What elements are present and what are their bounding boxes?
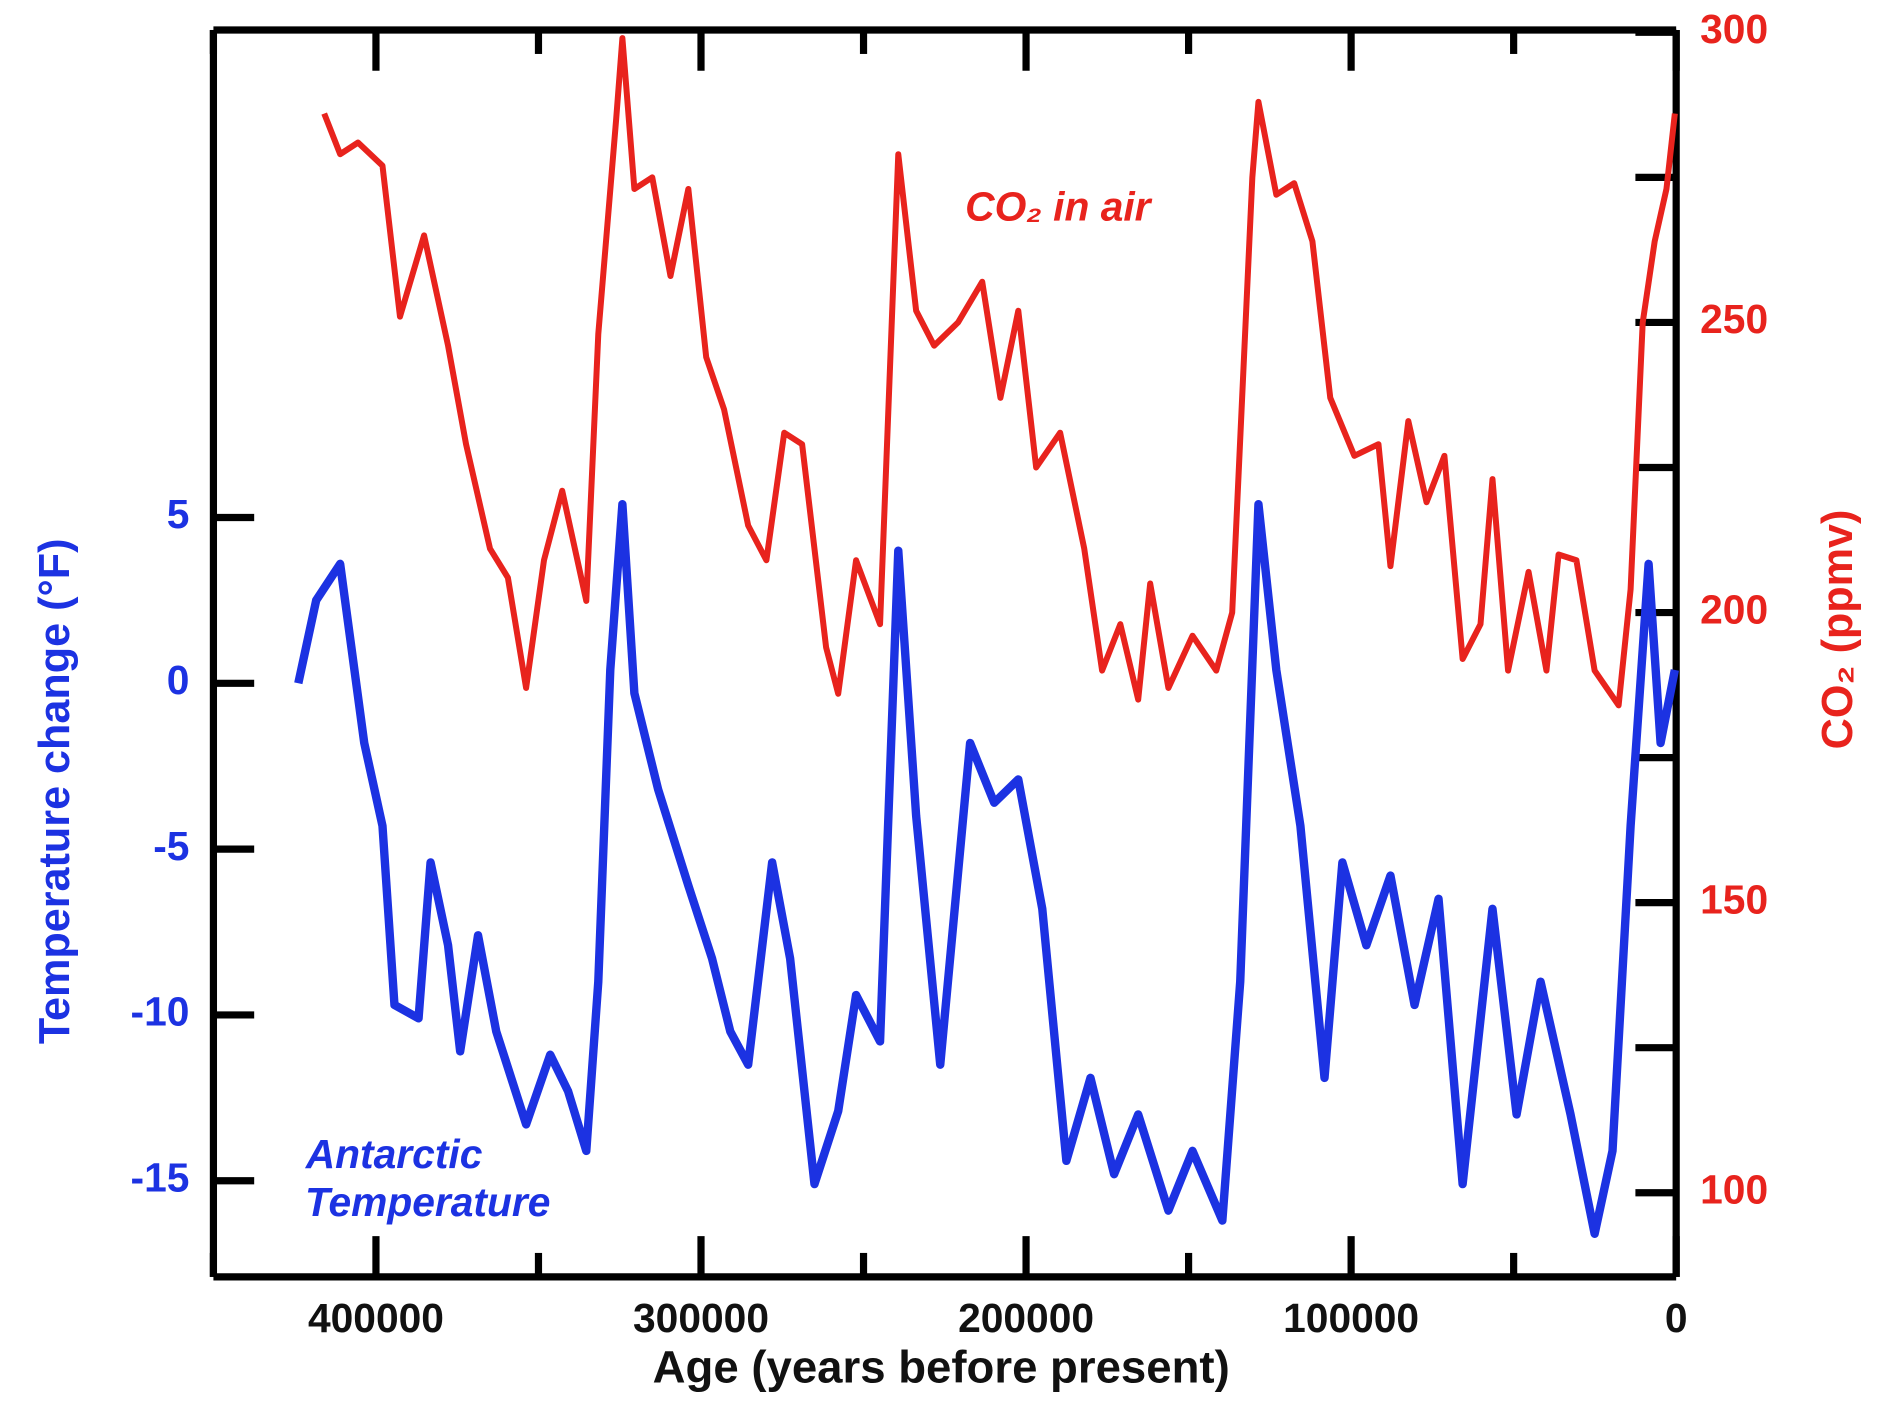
y2-tick-label: 250 bbox=[1700, 296, 1768, 342]
y2-tick-label: 100 bbox=[1700, 1167, 1768, 1213]
y2-tick-label: 200 bbox=[1700, 586, 1768, 632]
y-tick-label: -5 bbox=[153, 823, 189, 869]
y-tick-label: -15 bbox=[131, 1155, 190, 1201]
y-tick-label: -10 bbox=[131, 989, 190, 1035]
x-tick-label: 200000 bbox=[958, 1295, 1094, 1341]
y-tick-label: 0 bbox=[167, 657, 190, 703]
y2-tick-label: 150 bbox=[1700, 876, 1768, 922]
x-tick-label: 400000 bbox=[308, 1295, 444, 1341]
y-tick-label: 5 bbox=[167, 491, 190, 537]
x-tick-label: 0 bbox=[1665, 1295, 1688, 1341]
data-line bbox=[294, 499, 1679, 1238]
y2-tick-label: 300 bbox=[1700, 6, 1768, 52]
x-axis-title: Age (years before present) bbox=[653, 1341, 1230, 1392]
data-line bbox=[321, 35, 1678, 709]
y-axis-title: Temperature change (°F) bbox=[31, 538, 79, 1044]
series-label: Antarctic Temperature bbox=[294, 1131, 551, 1225]
x-tick-label: 100000 bbox=[1283, 1295, 1419, 1341]
y2-axis-title: CO₂ (ppmv) bbox=[1814, 510, 1862, 750]
series-label: CO₂ in air bbox=[965, 184, 1153, 230]
x-tick-label: 300000 bbox=[633, 1295, 769, 1341]
